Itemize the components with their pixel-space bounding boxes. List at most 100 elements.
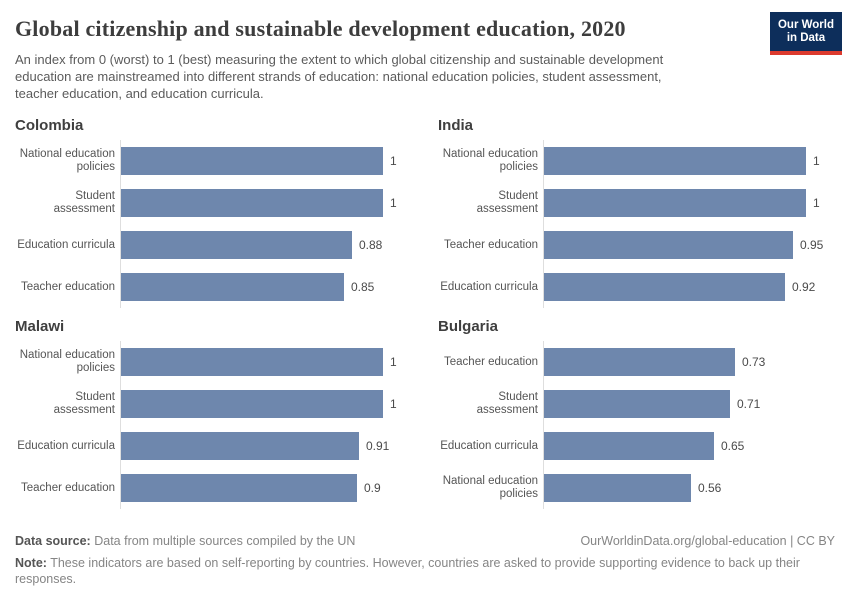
category-label: Education curricula [17,238,115,251]
category-label: Teacher education [21,481,115,494]
attribution-separator: | [790,534,794,548]
value-label: 1 [390,397,397,411]
bar-row: National education policies 0.56 [438,474,835,502]
bar-row: National education policies 1 [15,147,420,175]
category-label: Student assessment [53,190,115,215]
owid-url-link[interactable]: OurWorldinData.org/global-education [580,534,787,548]
value-label: 0.71 [737,397,761,411]
bar-row: Teacher education 0.73 [438,348,835,376]
bar [544,432,714,460]
chart-note: Note: These indicators are based on self… [15,555,835,587]
category-label: National education policies [442,148,538,173]
panel-india: India National education policies 1 Student… [430,117,835,308]
panel-title: India [438,117,474,134]
value-label: 1 [813,196,820,210]
bar [544,231,793,259]
panel-malawi: Malawi National education policies 1 Studen… [15,318,420,509]
category-label: Teacher education [444,238,538,251]
category-label: Education curricula [440,439,538,452]
value-label: 0.9 [364,481,381,495]
data-source: Data source: Data from multiple sources … [15,533,355,549]
chart-footer: Data source: Data from multiple sources … [15,533,835,587]
bar-row: Education curricula 0.65 [438,432,835,460]
category-label: Teacher education [444,355,538,368]
value-label: 0.88 [359,238,383,252]
bar [121,273,344,301]
panel-title: Colombia [15,117,84,134]
category-label: Student assessment [476,190,538,215]
bar-row: National education policies 1 [438,147,835,175]
category-label: National education policies [19,349,115,374]
value-label: 1 [390,154,397,168]
page-title: Global citizenship and sustainable devel… [15,16,626,41]
panel-plot-area: National education policies 1 Student asse… [15,140,420,308]
bar [544,189,806,217]
chart-header: Global citizenship and sustainable devel… [15,12,842,102]
bar-row: Education curricula 0.91 [15,432,420,460]
data-source-label: Data source: [15,534,91,548]
owid-logo: Our World in Data [769,12,842,55]
panel-title: Malawi [15,318,65,335]
panel-plot-area: Teacher education 0.73 Student assessment 0… [438,341,835,509]
attribution: OurWorldinData.org/global-education | CC… [580,533,835,549]
bar [121,474,357,502]
value-label: 0.56 [698,481,722,495]
panel-plot-area: National education policies 1 Student asse… [438,140,835,308]
owid-logo-line1: Our World [777,19,834,31]
category-label: Education curricula [17,439,115,452]
panel-colombia: Colombia National education policies 1 Stud… [15,117,420,308]
bar-row: National education policies 1 [15,348,420,376]
bar-row: Teacher education 0.95 [438,231,835,259]
bar-row: Student assessment 1 [15,390,420,418]
note-label: Note: [15,556,47,570]
bar [121,231,352,259]
bar-row: Teacher education 0.85 [15,273,420,301]
category-label: National education policies [19,148,115,173]
panel-plot-area: National education policies 1 Student asse… [15,341,420,509]
value-label: 1 [390,196,397,210]
bar-row: Education curricula 0.88 [15,231,420,259]
note-text: These indicators are based on self-repor… [15,556,800,586]
bar [544,273,785,301]
bar-row: Student assessment 1 [15,189,420,217]
category-label: Student assessment [53,391,115,416]
y-axis-line [120,341,121,509]
bar [544,348,735,376]
bar [121,147,383,175]
data-source-text: Data from multiple sources compiled by t… [94,534,356,548]
value-label: 1 [813,154,820,168]
value-label: 0.92 [792,280,816,294]
y-axis-line [543,341,544,509]
bar [544,147,806,175]
y-axis-line [120,140,121,308]
value-label: 0.73 [742,355,766,369]
chart-subtitle: An index from 0 (worst) to 1 (best) meas… [15,52,664,101]
panel-title: Bulgaria [438,318,499,335]
bar [544,474,691,502]
category-label: National education policies [442,475,538,500]
panels-grid: Colombia National education policies 1 Stud… [15,117,835,519]
owid-logo-line2: in Data [786,32,826,44]
bar [121,390,383,418]
bar-row: Teacher education 0.9 [15,474,420,502]
value-label: 0.65 [721,439,745,453]
category-label: Student assessment [476,391,538,416]
bar [121,432,359,460]
category-label: Education curricula [440,280,538,293]
bar [544,390,730,418]
value-label: 0.91 [366,439,390,453]
source-row: Data source: Data from multiple sources … [15,533,835,549]
value-label: 0.95 [800,238,824,252]
y-axis-line [543,140,544,308]
license-text: CC BY [796,534,835,548]
bar [121,189,383,217]
panel-bulgaria: Bulgaria Teacher education 0.73 Student ass… [430,318,835,509]
category-label: Teacher education [21,280,115,293]
bar-row: Education curricula 0.92 [438,273,835,301]
value-label: 0.85 [351,280,375,294]
bar [121,348,383,376]
bar-row: Student assessment 0.71 [438,390,835,418]
value-label: 1 [390,355,397,369]
bar-row: Student assessment 1 [438,189,835,217]
